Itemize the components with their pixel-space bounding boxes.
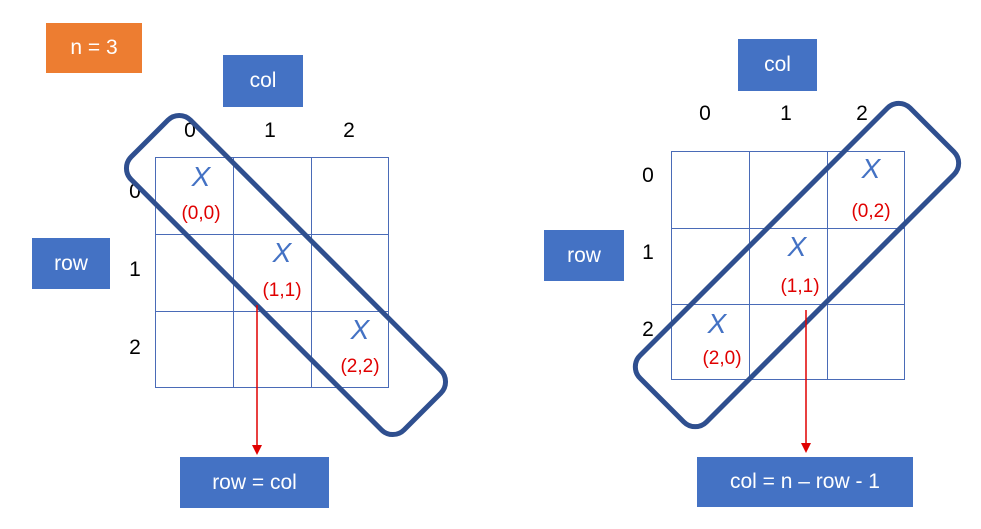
left-cell-0-2: [311, 157, 389, 235]
right-col-label: col: [738, 39, 817, 91]
left-coord-2: (2,2): [340, 356, 380, 377]
left-col-index-1: 1: [264, 119, 276, 142]
left-col-label: col: [223, 55, 303, 107]
right-col-index-2: 2: [856, 102, 868, 125]
left-x-mark-2: X: [350, 314, 370, 345]
right-cell-0-0: [671, 151, 750, 229]
right-row-label: row: [544, 230, 624, 281]
left-x-mark-1: X: [272, 237, 292, 268]
left-coord-0: (0,0): [181, 203, 221, 224]
left-cell-1-2: [311, 234, 389, 312]
right-x-mark-2: X: [707, 308, 727, 339]
right-coord-1: (1,1): [780, 276, 820, 297]
left-row-index-0: 0: [129, 180, 141, 203]
right-x-mark-0: X: [861, 153, 881, 184]
left-cell-2-1: [233, 311, 312, 388]
left-grid: [155, 157, 389, 388]
right-cell-2-2: [827, 304, 905, 380]
right-row-index-1: 1: [642, 241, 654, 264]
left-row-index-1: 1: [129, 258, 141, 281]
left-row-index-2: 2: [129, 336, 141, 359]
right-cell-1-0: [671, 228, 750, 305]
left-col-index-2: 2: [343, 119, 355, 142]
right-col-index-0: 0: [699, 102, 711, 125]
right-formula-box: col = n – row - 1: [697, 457, 913, 507]
left-row-label: row: [32, 238, 110, 289]
left-cell-1-0: [155, 234, 234, 312]
left-cell-2-0: [155, 311, 234, 388]
left-coord-1: (1,1): [262, 280, 302, 301]
left-col-index-0: 0: [184, 119, 196, 142]
right-row-index-2: 2: [642, 318, 654, 341]
right-grid: [671, 151, 905, 380]
right-row-index-0: 0: [642, 164, 654, 187]
n-size-badge: n = 3: [46, 23, 142, 73]
right-x-mark-1: X: [787, 231, 807, 262]
left-formula-box: row = col: [180, 457, 329, 508]
left-x-mark-0: X: [191, 161, 211, 192]
right-cell-0-1: [749, 151, 828, 229]
left-cell-0-1: [233, 157, 312, 235]
right-coord-0: (0,2): [851, 201, 891, 222]
right-col-index-1: 1: [780, 102, 792, 125]
right-coord-2: (2,0): [702, 348, 742, 369]
right-cell-1-2: [827, 228, 905, 305]
right-cell-2-1: [749, 304, 828, 380]
